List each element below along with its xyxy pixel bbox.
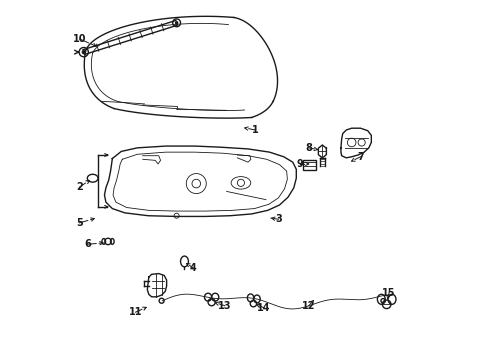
Bar <box>302 160 316 170</box>
Text: 3: 3 <box>274 214 281 224</box>
Text: 9: 9 <box>296 159 303 169</box>
Text: 15: 15 <box>382 288 395 297</box>
Text: 6: 6 <box>84 239 90 249</box>
Text: 8: 8 <box>305 143 312 153</box>
Text: 13: 13 <box>218 301 231 311</box>
Circle shape <box>81 50 86 54</box>
Text: 12: 12 <box>302 301 315 311</box>
Text: 10: 10 <box>73 34 86 44</box>
Text: 14: 14 <box>257 303 270 313</box>
Text: 7: 7 <box>357 152 363 162</box>
Text: 1: 1 <box>251 125 258 135</box>
Circle shape <box>175 21 178 24</box>
Text: 11: 11 <box>128 307 142 317</box>
Text: 5: 5 <box>76 218 82 228</box>
Text: 4: 4 <box>189 262 196 273</box>
Text: 2: 2 <box>76 182 82 192</box>
